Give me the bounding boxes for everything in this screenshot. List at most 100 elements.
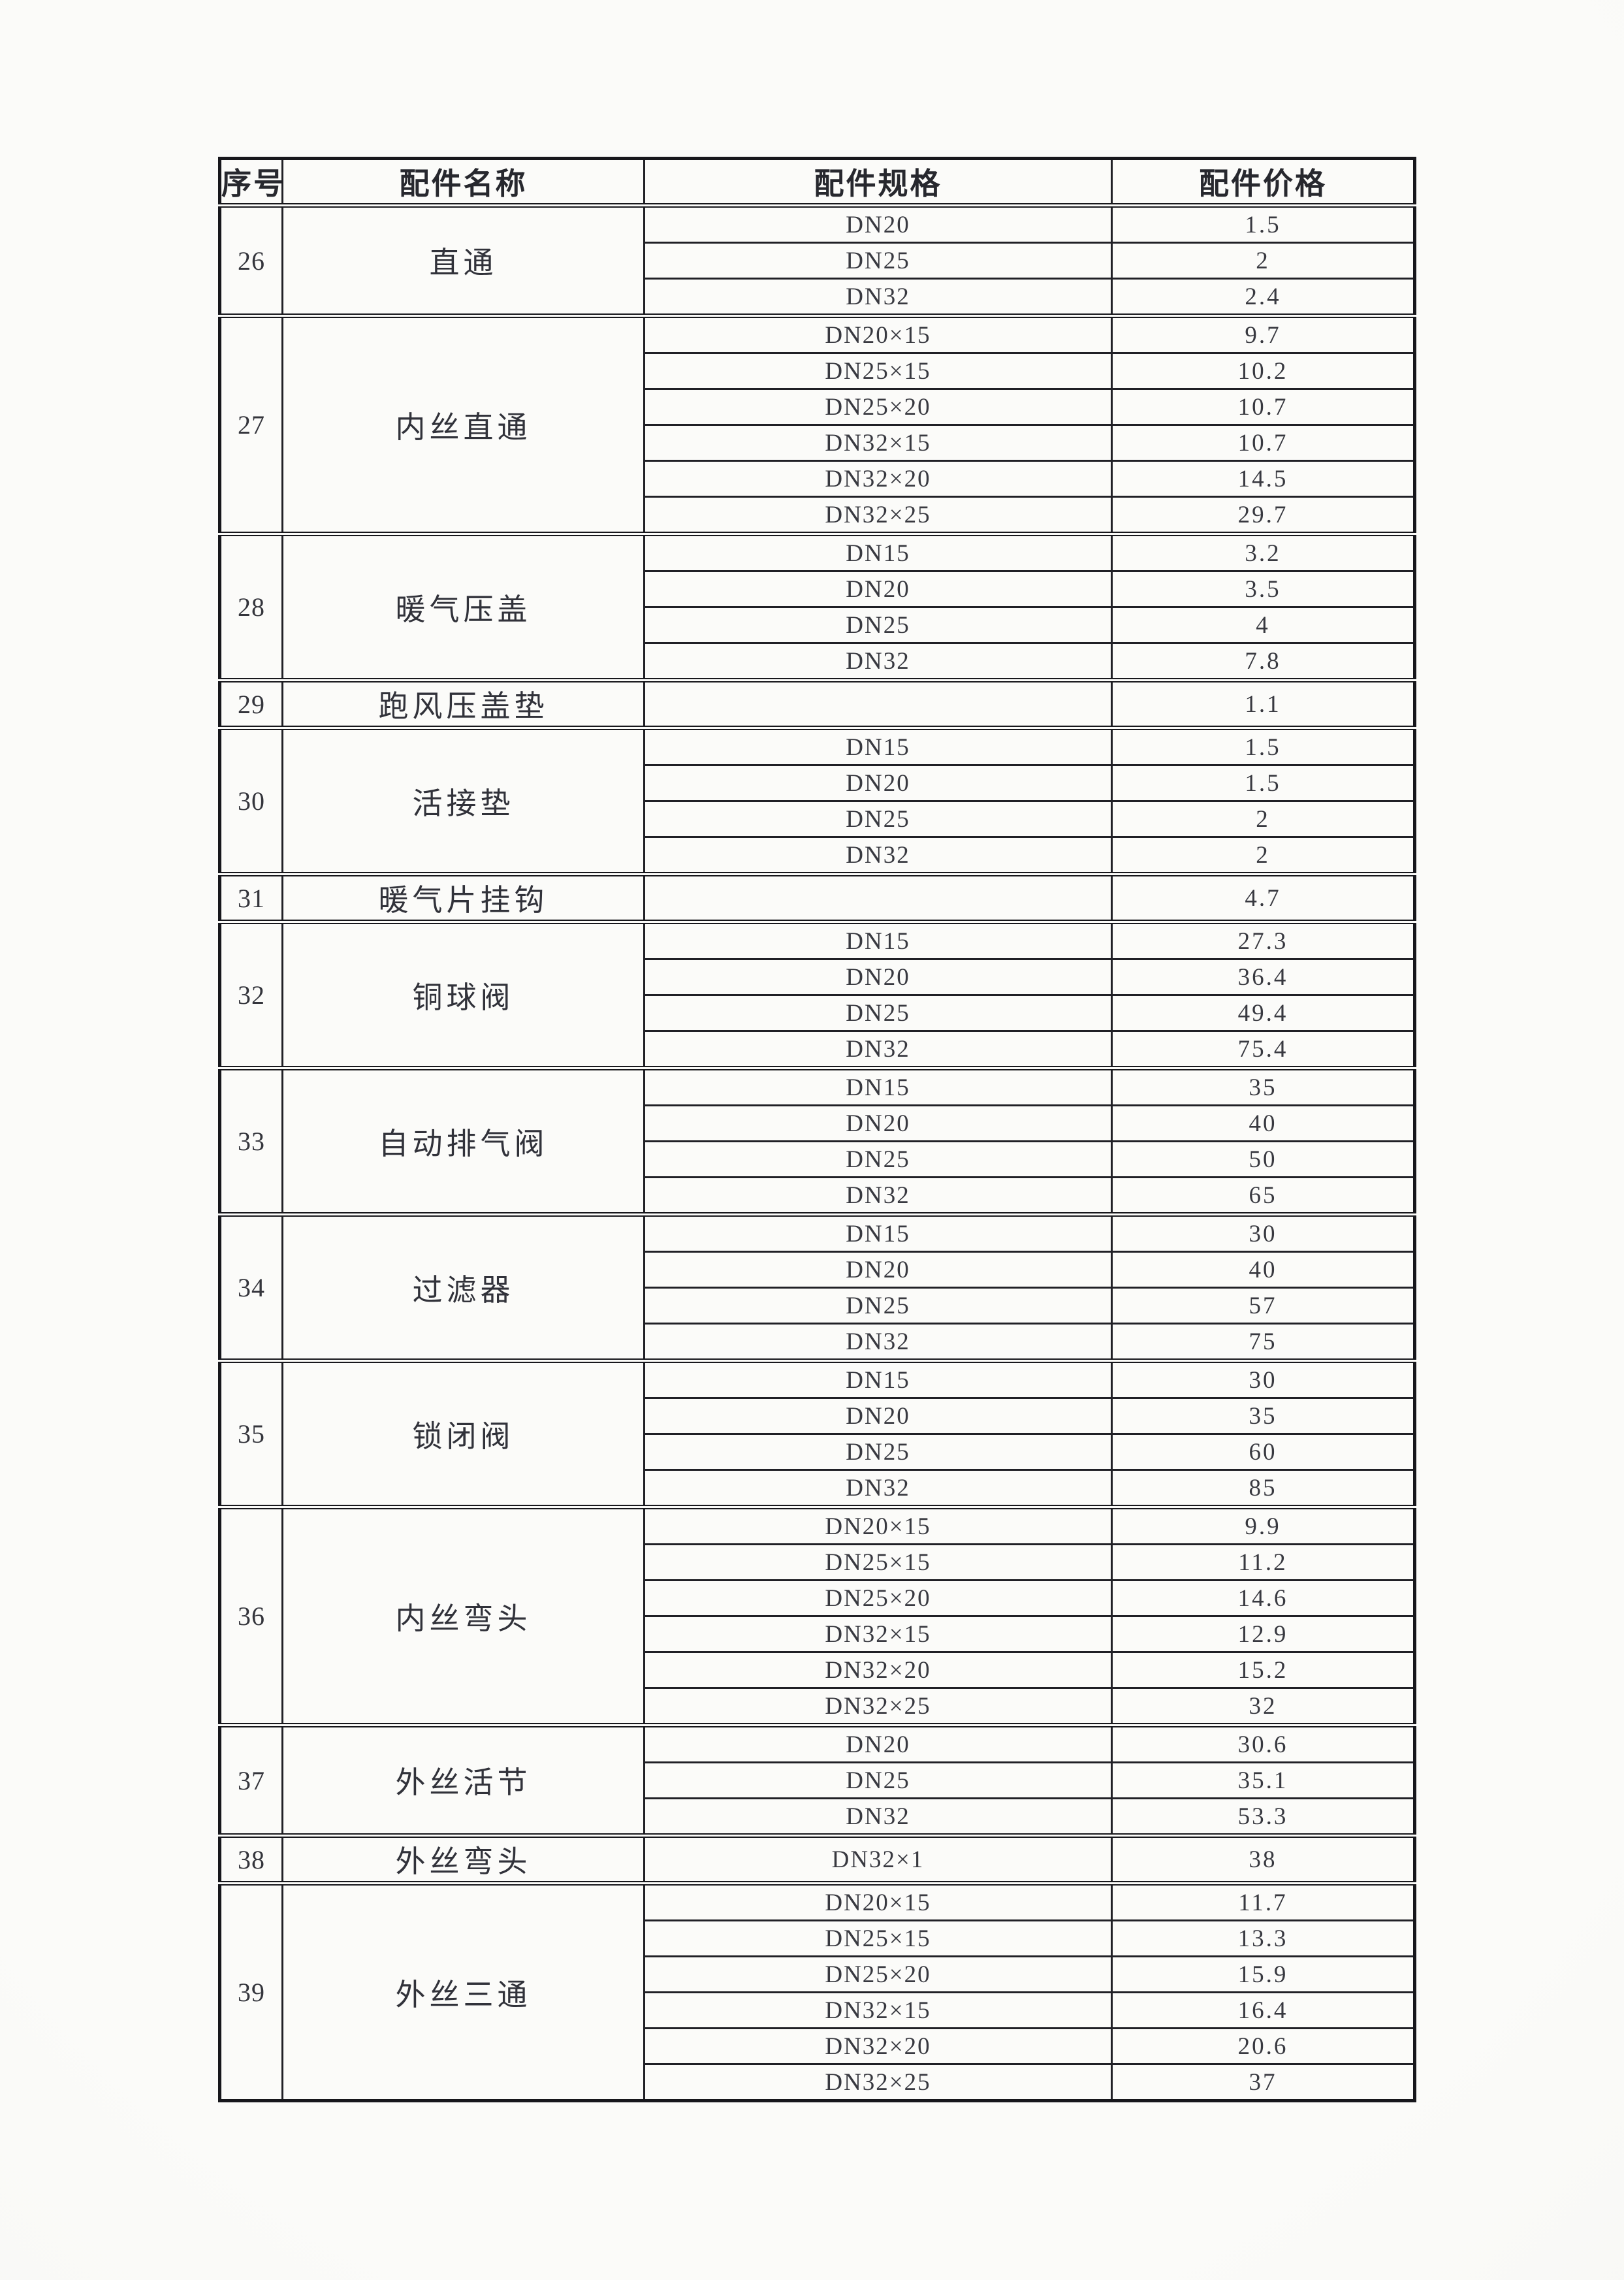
table-row: DN32×20 20.6: [220, 2027, 1416, 2065]
price-cell: 20.6: [1111, 2027, 1416, 2065]
spec-cell: DN25: [643, 242, 1113, 280]
table-row: DN25×20 10.7: [220, 388, 1416, 426]
spec-cell: DN15: [643, 726, 1113, 766]
spec-cell: DN25×15: [643, 1919, 1113, 1957]
table-row: DN25 50: [220, 1140, 1416, 1178]
table-row: DN32×20 14.5: [220, 460, 1416, 498]
table-row: 38 外丝弯头 DN32×1 38: [219, 1833, 1416, 1884]
spec-cell: DN20: [643, 570, 1113, 608]
spec-cell: DN25×15: [643, 1543, 1113, 1581]
price-cell: 29.7: [1111, 496, 1416, 535]
price-cell: 15.2: [1111, 1651, 1416, 1689]
price-cell: 3.5: [1111, 570, 1416, 608]
price-cell: 4: [1111, 606, 1416, 644]
price-cell: 2: [1111, 836, 1416, 875]
spec-cell: DN32: [643, 1030, 1113, 1069]
part-name-cell: 内丝直通: [281, 313, 645, 535]
spec-cell: DN25: [643, 606, 1113, 644]
table-row: DN20 36.4: [220, 958, 1416, 996]
spec-cell: DN25: [643, 1433, 1113, 1471]
serial-cell: 33: [219, 1066, 283, 1215]
price-cell: 27.3: [1111, 920, 1416, 960]
table-row: 32 铜球阀 DN15 27.3: [219, 920, 1416, 1069]
price-cell: 50: [1111, 1140, 1416, 1178]
serial-cell: 36: [219, 1505, 283, 1726]
price-cell: 38: [1111, 1833, 1416, 1884]
price-cell: 49.4: [1111, 994, 1416, 1032]
table-row: DN32×15 16.4: [220, 1991, 1416, 2029]
price-cell: 37: [1111, 2063, 1416, 2102]
serial-cell: 38: [219, 1833, 283, 1884]
price-cell: 9.9: [1111, 1505, 1416, 1545]
price-cell: 1.5: [1111, 764, 1416, 802]
part-name-cell: 过滤器: [281, 1212, 645, 1362]
table-row: DN32×15 10.7: [220, 424, 1416, 462]
spec-cell: DN25: [643, 994, 1113, 1032]
part-name-cell: 活接垫: [281, 726, 645, 875]
spec-cell: DN25×20: [643, 388, 1113, 426]
price-cell: 1.5: [1111, 726, 1416, 766]
spec-cell: DN32×15: [643, 1991, 1113, 2029]
table-body: 26 直通 DN20 1.5 DN25 2 DN32 2.4 27 内丝直通 DN20×15 9.7 D…: [219, 203, 1416, 2102]
serial-cell: 35: [219, 1358, 283, 1508]
table-row: DN32×20 15.2: [220, 1651, 1416, 1689]
table-row: DN25 4: [220, 606, 1416, 644]
spec-cell: DN25: [643, 800, 1113, 838]
header-row: 序号 配件名称 配件规格 配件价格: [219, 157, 1416, 208]
spec-cell: [643, 678, 1113, 729]
spec-cell: DN32×25: [643, 2063, 1113, 2102]
table-row: DN32×25 32: [220, 1687, 1416, 1726]
table-row: DN20 1.5: [220, 764, 1416, 802]
price-cell: 15.9: [1111, 1955, 1416, 1993]
serial-cell: 37: [219, 1723, 283, 1837]
parts-price-table: 序号 配件名称 配件规格 配件价格 26 直通 DN20 1.5 DN25 2 DN32 2.…: [218, 157, 1416, 2102]
part-name-cell: 锁闭阀: [281, 1358, 645, 1508]
table-row: 37 外丝活节 DN20 30.6: [219, 1723, 1416, 1837]
spec-cell: DN25: [643, 1761, 1113, 1799]
spec-cell: DN32×25: [643, 496, 1113, 535]
spec-cell: DN32×20: [643, 2027, 1113, 2065]
table-row: DN32×25 29.7: [220, 496, 1416, 535]
price-cell: 13.3: [1111, 1919, 1416, 1957]
spec-cell: DN20: [643, 203, 1113, 244]
spec-cell: DN20: [643, 1723, 1113, 1763]
price-cell: 57: [1111, 1287, 1416, 1325]
part-name-cell: 暖气片挂钩: [281, 872, 645, 923]
spec-cell: DN20: [643, 1251, 1113, 1289]
part-name-cell: 自动排气阀: [281, 1066, 645, 1215]
price-cell: 16.4: [1111, 1991, 1416, 2029]
serial-cell: 28: [219, 532, 283, 681]
table-row: DN32 75: [220, 1323, 1416, 1362]
table-row: 33 自动排气阀 DN15 35: [219, 1066, 1416, 1215]
price-cell: 30.6: [1111, 1723, 1416, 1763]
price-cell: 32: [1111, 1687, 1416, 1726]
table-row: DN25×15 10.2: [220, 352, 1416, 390]
spec-cell: DN32×1: [643, 1833, 1113, 1884]
spec-cell: DN25: [643, 1287, 1113, 1325]
table-row: DN32×15 12.9: [220, 1615, 1416, 1653]
spec-cell: DN20×15: [643, 1881, 1113, 1921]
table-row: 31 暖气片挂钩 4.7: [219, 872, 1416, 923]
price-cell: 10.7: [1111, 388, 1416, 426]
price-cell: 60: [1111, 1433, 1416, 1471]
table-row: 39 外丝三通 DN20×15 11.7: [219, 1881, 1416, 2102]
price-cell: 9.7: [1111, 313, 1416, 354]
price-cell: 4.7: [1111, 872, 1416, 923]
col-header-part-name: 配件名称: [281, 157, 645, 208]
table-row: DN32×25 37: [220, 2063, 1416, 2102]
price-cell: 14.5: [1111, 460, 1416, 498]
price-cell: 11.2: [1111, 1543, 1416, 1581]
spec-cell: DN20×15: [643, 1505, 1113, 1545]
table-row: DN32 2: [220, 836, 1416, 875]
price-cell: 75.4: [1111, 1030, 1416, 1069]
part-name-cell: 跑风压盖垫: [281, 678, 645, 729]
spec-cell: DN15: [643, 920, 1113, 960]
table-row: 28 暖气压盖 DN15 3.2: [219, 532, 1416, 681]
spec-cell: DN20: [643, 764, 1113, 802]
spec-cell: DN32: [643, 1176, 1113, 1215]
part-name-cell: 外丝三通: [281, 1881, 645, 2102]
table-row: 30 活接垫 DN15 1.5: [219, 726, 1416, 875]
spec-cell: DN15: [643, 1066, 1113, 1106]
price-cell: 75: [1111, 1323, 1416, 1362]
table-row: DN25 2: [220, 800, 1416, 838]
